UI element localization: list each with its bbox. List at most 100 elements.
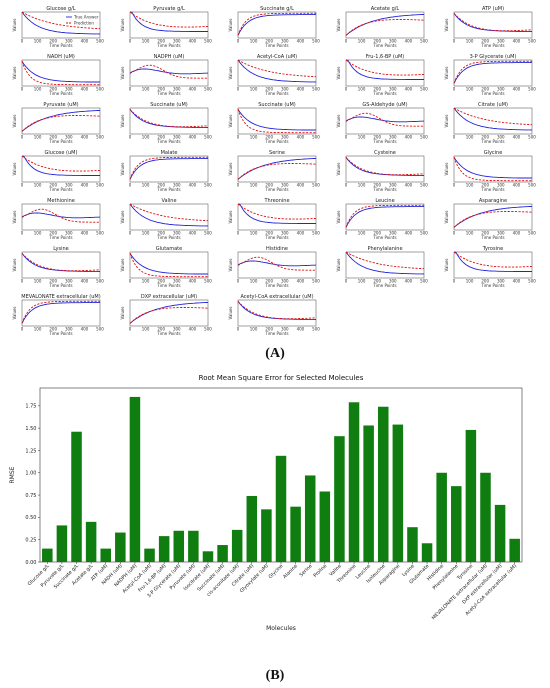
subplot-x-tick: 400 (81, 183, 89, 188)
prediction-line (21, 300, 100, 324)
subplot-title: NADPH (uM) (154, 54, 185, 60)
subplot-x-label: Time Points (480, 187, 504, 192)
x-tick-label: Acetyl-CoA extracellular (uM) (464, 563, 518, 617)
subplot-x-tick: 400 (189, 135, 197, 140)
rmse-bar (144, 548, 155, 562)
rmse-bar (319, 491, 331, 562)
subplot-y-label: Values (120, 66, 125, 79)
subplot-x-tick: 200 (265, 231, 273, 236)
rmse-bar (465, 429, 477, 562)
x-tick-label: Glycine (268, 563, 285, 580)
subplot-x-tick: 300 (281, 135, 289, 140)
rmse-bar (509, 538, 520, 562)
subplot-x-tick: 0 (129, 87, 132, 92)
x-tick-label: Alanine (282, 563, 299, 580)
subplot-x-tick: 100 (250, 87, 258, 92)
subplot-x-tick: 400 (405, 135, 413, 140)
subplot-frame (345, 11, 425, 39)
subplot-x-tick: 200 (265, 87, 273, 92)
subplot-x-tick: 500 (204, 39, 212, 44)
subplot-x-tick: 400 (189, 183, 197, 188)
subplot-x-tick: 0 (237, 327, 240, 332)
subplot-x-tick: 300 (497, 87, 505, 92)
subplot-y-label: Values (12, 210, 17, 223)
subplot-x-label: Time Points (480, 235, 504, 240)
subplot-x-tick: 300 (389, 39, 397, 44)
subplot-title: Succinate (uM) (150, 102, 188, 108)
subplot-y-label: Values (12, 18, 17, 31)
prediction-line (237, 203, 317, 220)
subplot-x-label: Time Points (156, 187, 180, 192)
subplot-y-label: Values (336, 210, 341, 223)
subplot-x-tick: 300 (389, 87, 397, 92)
subplot-x-tick: 300 (281, 87, 289, 92)
rmse-bar (363, 425, 374, 562)
subplot-y-label: Values (336, 114, 341, 127)
subplot-frame (129, 107, 209, 135)
subplot-x-tick: 0 (237, 231, 240, 236)
subplot-title: GS-Aldehyde (uM) (362, 102, 407, 108)
true-answer-line (345, 13, 425, 36)
subplot-x-tick: 300 (281, 183, 289, 188)
subplot-x-tick: 100 (250, 183, 258, 188)
subplot-x-tick: 400 (81, 135, 89, 140)
subplot: Glycine Values 0 100 200 300 400 500 Time Points (444, 150, 536, 192)
subplot-x-tick: 500 (312, 39, 320, 44)
subplot-x-tick: 100 (142, 279, 150, 284)
subplot-y-label: Values (228, 306, 233, 319)
subplot-x-tick: 100 (466, 39, 474, 44)
subplot-frame (237, 299, 317, 327)
subplot: Leucine Values 0 100 200 300 400 500 Time Points (336, 198, 428, 240)
subplot-x-label: Time Points (48, 139, 72, 144)
subplot-x-tick: 500 (312, 327, 320, 332)
subplot-x-tick: 400 (81, 231, 89, 236)
subplot-title: Pyruvate g/L (153, 6, 185, 12)
subplot-x-tick: 100 (142, 183, 150, 188)
subplot-title: Valine (161, 198, 176, 204)
subplot-x-label: Time Points (156, 139, 180, 144)
subplot-title: ATP (uM) (482, 6, 504, 12)
true-answer-line (21, 109, 101, 132)
subplot-x-tick: 200 (49, 231, 57, 236)
subplot-title: Glucose g/L (46, 6, 75, 12)
subplot-x-tick: 400 (297, 87, 305, 92)
true-answer-line (21, 61, 100, 83)
subplot-x-tick: 300 (281, 327, 289, 332)
subplot-y-label: Values (228, 114, 233, 127)
subplot-y-label: Values (228, 258, 233, 271)
true-answer-line (237, 260, 317, 267)
rmse-bar (231, 529, 243, 562)
subplot-y-label: Values (444, 210, 449, 223)
subplot-x-tick: 500 (312, 183, 320, 188)
subplot-x-label: Time Points (264, 91, 288, 96)
subplot-y-label: Values (228, 210, 233, 223)
subplot-frame (345, 59, 425, 87)
subplot-x-tick: 0 (237, 87, 240, 92)
subplot-x-tick: 0 (237, 39, 240, 44)
subplot: Glucose (uM) Values 0 100 200 300 400 500 Time P… (12, 150, 104, 192)
subplot-x-tick: 300 (173, 39, 181, 44)
subplot-x-tick: 100 (466, 183, 474, 188)
rmse-bar (421, 543, 433, 562)
subplot-x-tick: 0 (453, 135, 456, 140)
prediction-line (21, 208, 100, 223)
subplot-x-tick: 500 (528, 135, 536, 140)
subplot: Histidine Values 0 100 200 300 400 500 Time Poin… (228, 246, 320, 288)
panel-a-subplot-grid: Glucose g/L Values 0 100 200 300 400 500 Time Po… (12, 6, 536, 336)
subplot: Asparagine Values 0 100 200 300 400 500 Time Poi… (444, 198, 536, 240)
subplot-title: Malate (161, 150, 178, 156)
subplot-x-tick: 200 (157, 87, 165, 92)
subplot-x-tick: 100 (34, 183, 42, 188)
rmse-bar (261, 509, 272, 562)
prediction-line (345, 59, 425, 76)
subplot-x-label: Time Points (48, 235, 72, 240)
subplot-x-tick: 200 (373, 87, 381, 92)
subplot-x-tick: 100 (358, 135, 366, 140)
true-answer-line (237, 203, 316, 224)
subplot-x-tick: 500 (204, 231, 212, 236)
true-answer-line (129, 158, 208, 180)
subplot-x-tick: 400 (405, 87, 413, 92)
subplot-title: Cysteine (374, 150, 396, 156)
subplot-frame (21, 107, 101, 135)
